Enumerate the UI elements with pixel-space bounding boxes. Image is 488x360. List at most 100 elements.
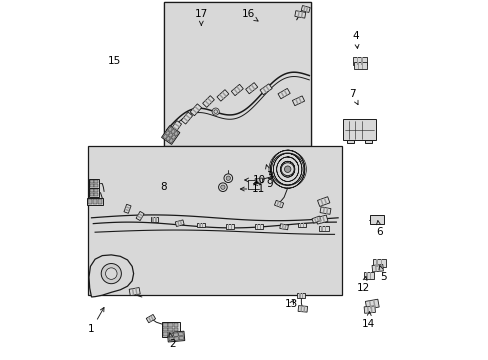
Bar <box>320 199 323 206</box>
Bar <box>294 11 305 18</box>
Bar <box>150 217 158 222</box>
Bar <box>181 112 192 124</box>
Bar <box>361 57 362 65</box>
Bar <box>318 226 328 231</box>
Bar <box>283 90 287 95</box>
Bar <box>161 126 180 144</box>
Bar <box>370 306 372 313</box>
Bar <box>178 332 183 336</box>
Bar <box>236 86 241 91</box>
Bar <box>321 226 322 231</box>
Text: 9: 9 <box>253 179 272 189</box>
Bar <box>354 62 366 69</box>
Bar <box>366 272 367 279</box>
Bar <box>279 224 288 230</box>
Bar <box>88 199 92 204</box>
Bar <box>324 226 325 231</box>
Bar <box>150 315 154 320</box>
Polygon shape <box>88 146 341 295</box>
Bar <box>131 289 134 295</box>
Bar <box>169 138 173 143</box>
Circle shape <box>284 166 290 172</box>
Bar <box>357 62 358 69</box>
Text: 1: 1 <box>88 307 104 334</box>
Bar <box>185 114 190 119</box>
Bar <box>368 301 371 309</box>
Bar <box>274 201 283 208</box>
Circle shape <box>281 163 294 176</box>
Text: 15: 15 <box>108 56 122 66</box>
Circle shape <box>225 176 230 180</box>
Bar <box>168 328 173 331</box>
Bar <box>227 225 229 229</box>
Bar <box>322 216 325 222</box>
Bar <box>231 84 243 96</box>
Bar <box>365 140 371 143</box>
Bar <box>152 217 154 222</box>
Bar <box>89 189 94 192</box>
Circle shape <box>105 268 117 279</box>
Bar <box>380 259 382 267</box>
Bar <box>168 127 172 132</box>
Bar <box>303 6 305 11</box>
Bar <box>292 96 304 106</box>
Bar <box>303 306 305 312</box>
Bar <box>364 306 375 313</box>
Bar <box>259 225 261 229</box>
Bar <box>300 12 303 18</box>
Bar <box>163 134 167 139</box>
Bar <box>325 208 328 214</box>
Text: 13: 13 <box>284 299 297 309</box>
Bar <box>256 225 258 229</box>
Bar <box>278 202 281 207</box>
Bar <box>361 62 363 69</box>
Bar <box>347 140 353 143</box>
Bar <box>378 265 380 271</box>
Text: 3: 3 <box>265 165 272 181</box>
Bar <box>165 131 170 135</box>
Bar <box>163 332 167 336</box>
Bar <box>168 333 173 337</box>
Bar <box>173 332 178 336</box>
Bar <box>125 206 130 209</box>
Text: 11: 11 <box>240 184 265 194</box>
Bar <box>94 180 98 183</box>
Bar <box>194 106 199 111</box>
Bar <box>317 197 329 207</box>
Bar <box>217 90 228 101</box>
Bar <box>369 215 383 224</box>
Bar <box>88 188 99 197</box>
Bar <box>280 92 284 97</box>
Bar <box>129 288 140 296</box>
Bar <box>371 265 383 272</box>
Bar <box>197 222 205 228</box>
Bar <box>190 104 201 116</box>
Bar <box>207 98 212 103</box>
Bar <box>298 97 302 103</box>
Bar <box>163 328 167 331</box>
Circle shape <box>220 185 224 189</box>
Bar <box>356 57 357 65</box>
Bar <box>259 178 261 183</box>
Bar <box>170 121 181 133</box>
Polygon shape <box>163 2 310 146</box>
Bar <box>372 300 375 308</box>
Bar <box>202 222 203 228</box>
Bar <box>374 265 376 272</box>
Text: 4: 4 <box>352 31 359 49</box>
Bar <box>219 94 224 99</box>
Bar <box>173 323 178 327</box>
Bar <box>179 220 182 225</box>
Text: 7: 7 <box>348 89 357 105</box>
Bar <box>177 221 180 226</box>
Bar <box>138 213 143 217</box>
Bar <box>165 136 170 141</box>
Bar <box>254 225 263 229</box>
Bar <box>124 208 129 212</box>
Bar <box>316 217 319 222</box>
Text: 14: 14 <box>361 311 375 329</box>
Bar <box>311 216 320 223</box>
Circle shape <box>224 174 232 183</box>
Bar <box>89 184 94 187</box>
Bar <box>204 100 209 105</box>
